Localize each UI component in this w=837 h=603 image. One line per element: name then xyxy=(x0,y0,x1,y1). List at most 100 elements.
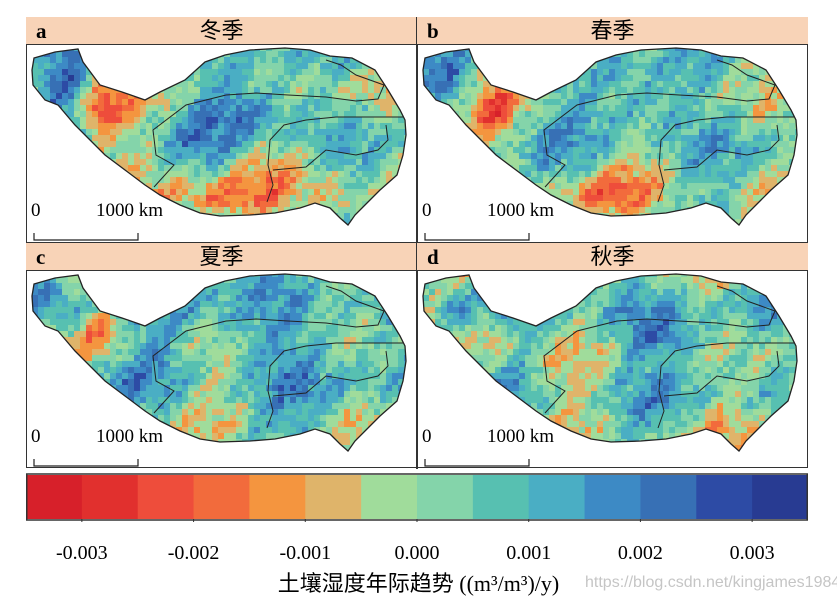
grid-cell xyxy=(308,63,315,70)
grid-cell xyxy=(128,87,135,94)
grid-cell xyxy=(747,189,754,196)
grid-cell xyxy=(56,195,63,202)
grid-cell xyxy=(254,349,261,356)
grid-cell xyxy=(182,183,189,190)
grid-cell xyxy=(771,201,778,208)
grid-cell xyxy=(68,75,75,82)
grid-cell xyxy=(380,177,387,184)
grid-cell xyxy=(525,195,532,202)
grid-cell xyxy=(669,93,676,100)
grid-cell xyxy=(134,355,141,362)
grid-cell xyxy=(266,195,273,202)
grid-cell xyxy=(759,213,766,220)
grid-cell xyxy=(777,219,784,225)
grid-cell xyxy=(188,189,195,196)
grid-cell xyxy=(483,153,490,160)
grid-cell xyxy=(170,129,177,136)
grid-cell xyxy=(80,295,87,302)
grid-cell xyxy=(134,301,141,308)
grid-cell xyxy=(242,129,249,136)
grid-cell xyxy=(338,147,345,154)
grid-cell xyxy=(735,201,742,208)
grid-cell xyxy=(272,337,279,344)
grid-cell xyxy=(116,69,123,76)
grid-cell xyxy=(435,189,442,196)
grid-cell xyxy=(453,63,460,70)
grid-cell xyxy=(218,129,225,136)
grid-cell xyxy=(609,153,616,160)
grid-cell xyxy=(483,201,490,208)
grid-cell xyxy=(170,343,177,350)
grid-cell xyxy=(663,183,670,190)
grid-cell xyxy=(146,63,153,70)
grid-cell xyxy=(296,177,303,184)
grid-cell xyxy=(164,141,171,148)
grid-cell xyxy=(122,277,129,284)
grid-cell xyxy=(603,171,610,178)
grid-cell xyxy=(56,147,63,154)
grid-cell xyxy=(561,195,568,202)
grid-cell xyxy=(525,123,532,130)
grid-cell xyxy=(122,63,129,70)
grid-cell xyxy=(525,159,532,166)
grid-cell xyxy=(44,171,51,178)
grid-cell xyxy=(260,111,267,118)
grid-cell xyxy=(122,307,129,314)
grid-cell xyxy=(200,63,207,70)
grid-cell xyxy=(591,141,598,148)
grid-cell xyxy=(471,87,478,94)
grid-cell xyxy=(284,343,291,350)
grid-cell xyxy=(290,307,297,314)
grid-cell xyxy=(501,129,508,136)
grid-cell xyxy=(765,141,772,148)
grid-cell xyxy=(128,93,135,100)
grid-cell xyxy=(212,295,219,302)
grid-cell xyxy=(200,111,207,118)
grid-cell xyxy=(453,147,460,154)
grid-cell xyxy=(56,135,63,142)
grid-cell xyxy=(116,283,123,290)
grid-cell xyxy=(86,189,93,196)
grid-cell xyxy=(308,81,315,88)
grid-cell xyxy=(645,51,652,58)
grid-cell xyxy=(356,331,363,338)
grid-cell xyxy=(525,171,532,178)
grid-cell xyxy=(669,165,676,172)
grid-cell xyxy=(338,159,345,166)
grid-cell xyxy=(182,135,189,142)
grid-cell xyxy=(669,57,676,64)
grid-cell xyxy=(170,93,177,100)
grid-cell xyxy=(441,147,448,154)
grid-cell xyxy=(753,69,760,76)
grid-cell xyxy=(681,147,688,154)
grid-cell xyxy=(80,111,87,118)
grid-cell xyxy=(657,48,664,52)
grid-cell xyxy=(194,219,201,225)
grid-cell xyxy=(302,69,309,76)
grid-cell xyxy=(224,274,231,278)
grid-cell xyxy=(609,129,616,136)
grid-cell xyxy=(471,75,478,82)
grid-cell xyxy=(218,57,225,64)
grid-cell xyxy=(717,171,724,178)
grid-cell xyxy=(116,301,123,308)
grid-cell xyxy=(639,75,646,82)
grid-cell xyxy=(663,177,670,184)
grid-cell xyxy=(675,48,682,52)
grid-cell xyxy=(116,189,123,196)
grid-cell xyxy=(633,153,640,160)
grid-cell xyxy=(302,63,309,70)
grid-cell xyxy=(164,93,171,100)
map-panel-c: 夏季 c 0 1000 km xyxy=(26,243,418,469)
grid-cell xyxy=(645,99,652,106)
grid-cell xyxy=(218,295,225,302)
grid-cell xyxy=(158,274,165,278)
grid-cell xyxy=(561,87,568,94)
grid-cell xyxy=(296,283,303,290)
grid-cell xyxy=(92,319,99,326)
grid-cell xyxy=(194,349,201,356)
grid-cell xyxy=(777,213,784,220)
grid-cell xyxy=(266,337,273,344)
grid-cell xyxy=(98,313,105,320)
grid-cell xyxy=(302,129,309,136)
